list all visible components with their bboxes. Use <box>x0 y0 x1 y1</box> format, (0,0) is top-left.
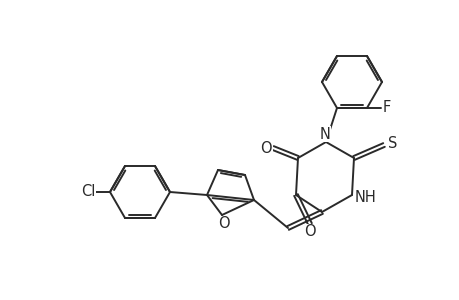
Text: NH: NH <box>354 190 376 205</box>
Text: O: O <box>303 224 315 239</box>
Text: S: S <box>387 136 397 151</box>
Text: O: O <box>218 217 230 232</box>
Text: Cl: Cl <box>81 184 95 200</box>
Text: F: F <box>382 100 390 116</box>
Text: O: O <box>260 140 271 155</box>
Text: N: N <box>319 127 330 142</box>
